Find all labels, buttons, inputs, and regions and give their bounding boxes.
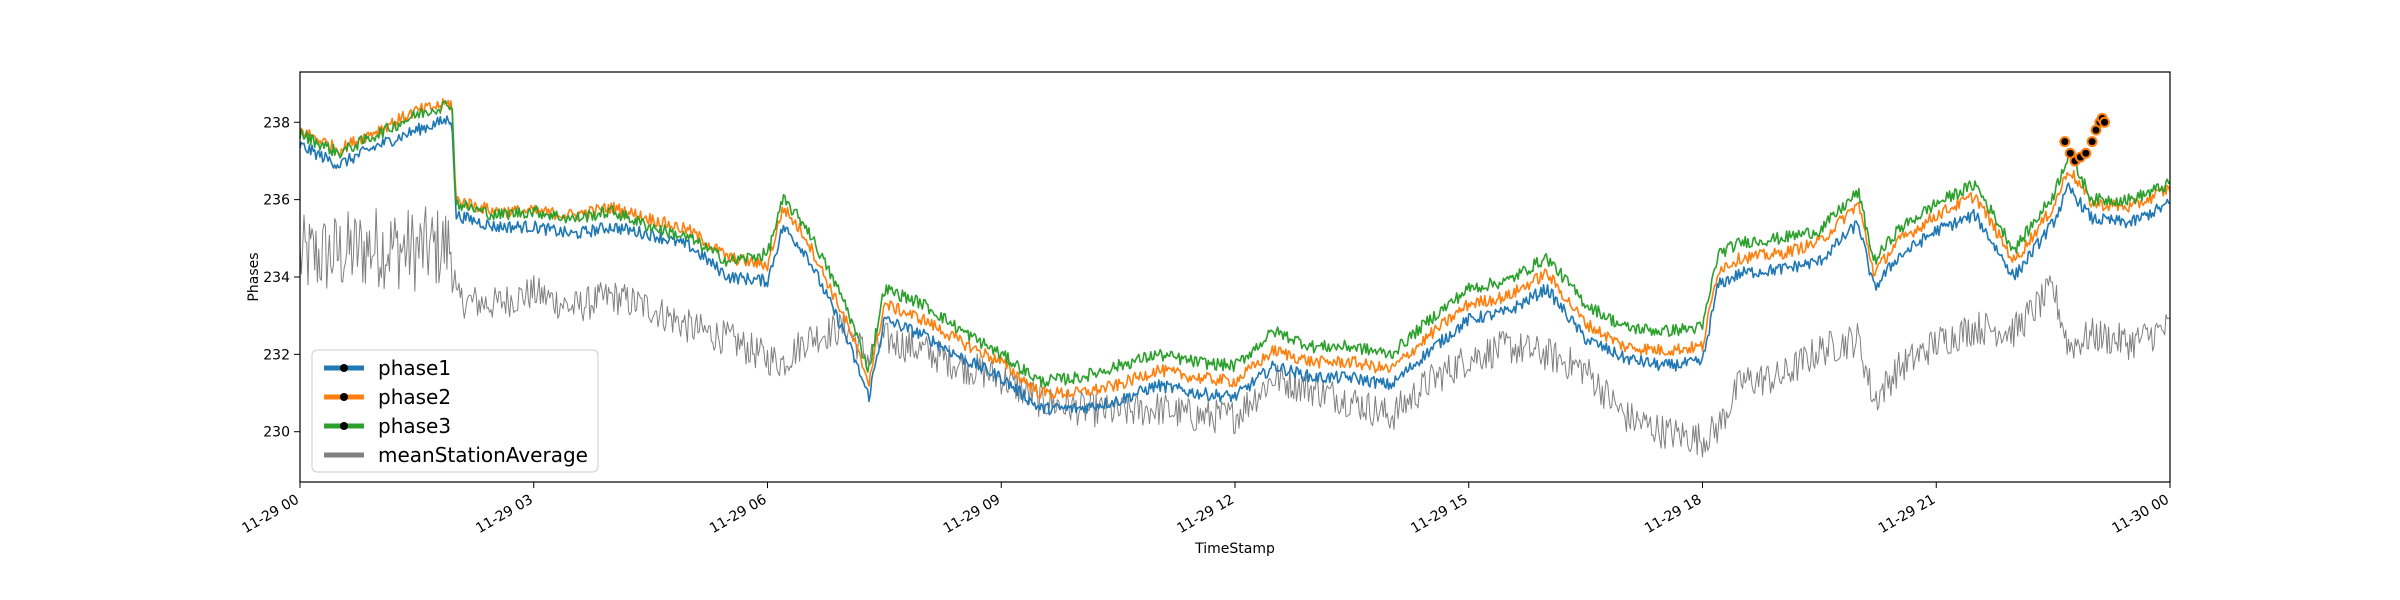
x-axis-label: TimeStamp (1194, 541, 1275, 557)
legend-label: phase1 (378, 356, 451, 380)
series-line-meanStationAverage (299, 206, 2171, 458)
data-point-marker (2080, 147, 2092, 159)
y-tick-label: 238 (263, 115, 290, 131)
legend-label: phase2 (378, 385, 451, 409)
legend: phase1 phase2 phase3 meanStationAverage (311, 349, 599, 473)
legend-marker (340, 422, 348, 430)
x-tick-label: 11-29 21 (1876, 492, 1939, 537)
x-axis: 11-29 00 11-29 03 11-29 06 11-29 09 11-29 12… (239, 482, 2172, 537)
data-point-marker (2099, 116, 2111, 128)
x-tick-label: 11-29 18 (1642, 492, 1705, 537)
legend-label: meanStationAverage (378, 443, 588, 467)
data-point-marker (2086, 136, 2098, 148)
x-tick-label: 11-29 06 (707, 492, 770, 537)
series-line-phase3 (299, 100, 2171, 388)
legend-box (311, 349, 599, 473)
legend-marker (340, 393, 348, 401)
x-tick-label: 11-29 03 (473, 492, 536, 537)
legend-item-phase2: phase2 (324, 385, 451, 409)
data-point-marker (2059, 136, 2071, 148)
y-axis-label: Phases (246, 252, 262, 301)
series-layer (299, 98, 2171, 458)
legend-item-phase1: phase1 (324, 356, 451, 380)
y-tick-label: 230 (263, 425, 290, 441)
data-point-marker (2064, 147, 2076, 159)
x-tick-label: 11-29 12 (1174, 492, 1237, 537)
y-tick-label: 236 (263, 193, 290, 209)
x-tick-label: 11-29 09 (941, 492, 1004, 537)
y-tick-label: 234 (263, 270, 290, 286)
legend-marker (340, 364, 348, 372)
series-line-phase1 (299, 115, 2171, 416)
y-tick-label: 232 (263, 347, 290, 363)
legend-label: phase3 (378, 414, 451, 438)
x-tick-label: 11-29 00 (239, 492, 302, 537)
x-tick-label: 11-30 00 (2109, 492, 2172, 537)
x-tick-label: 11-29 15 (1408, 492, 1471, 537)
y-axis: 230 232 234 236 238 (263, 115, 300, 441)
legend-item-phase3: phase3 (324, 414, 451, 438)
legend-item-meanStationAverage: meanStationAverage (324, 443, 588, 467)
